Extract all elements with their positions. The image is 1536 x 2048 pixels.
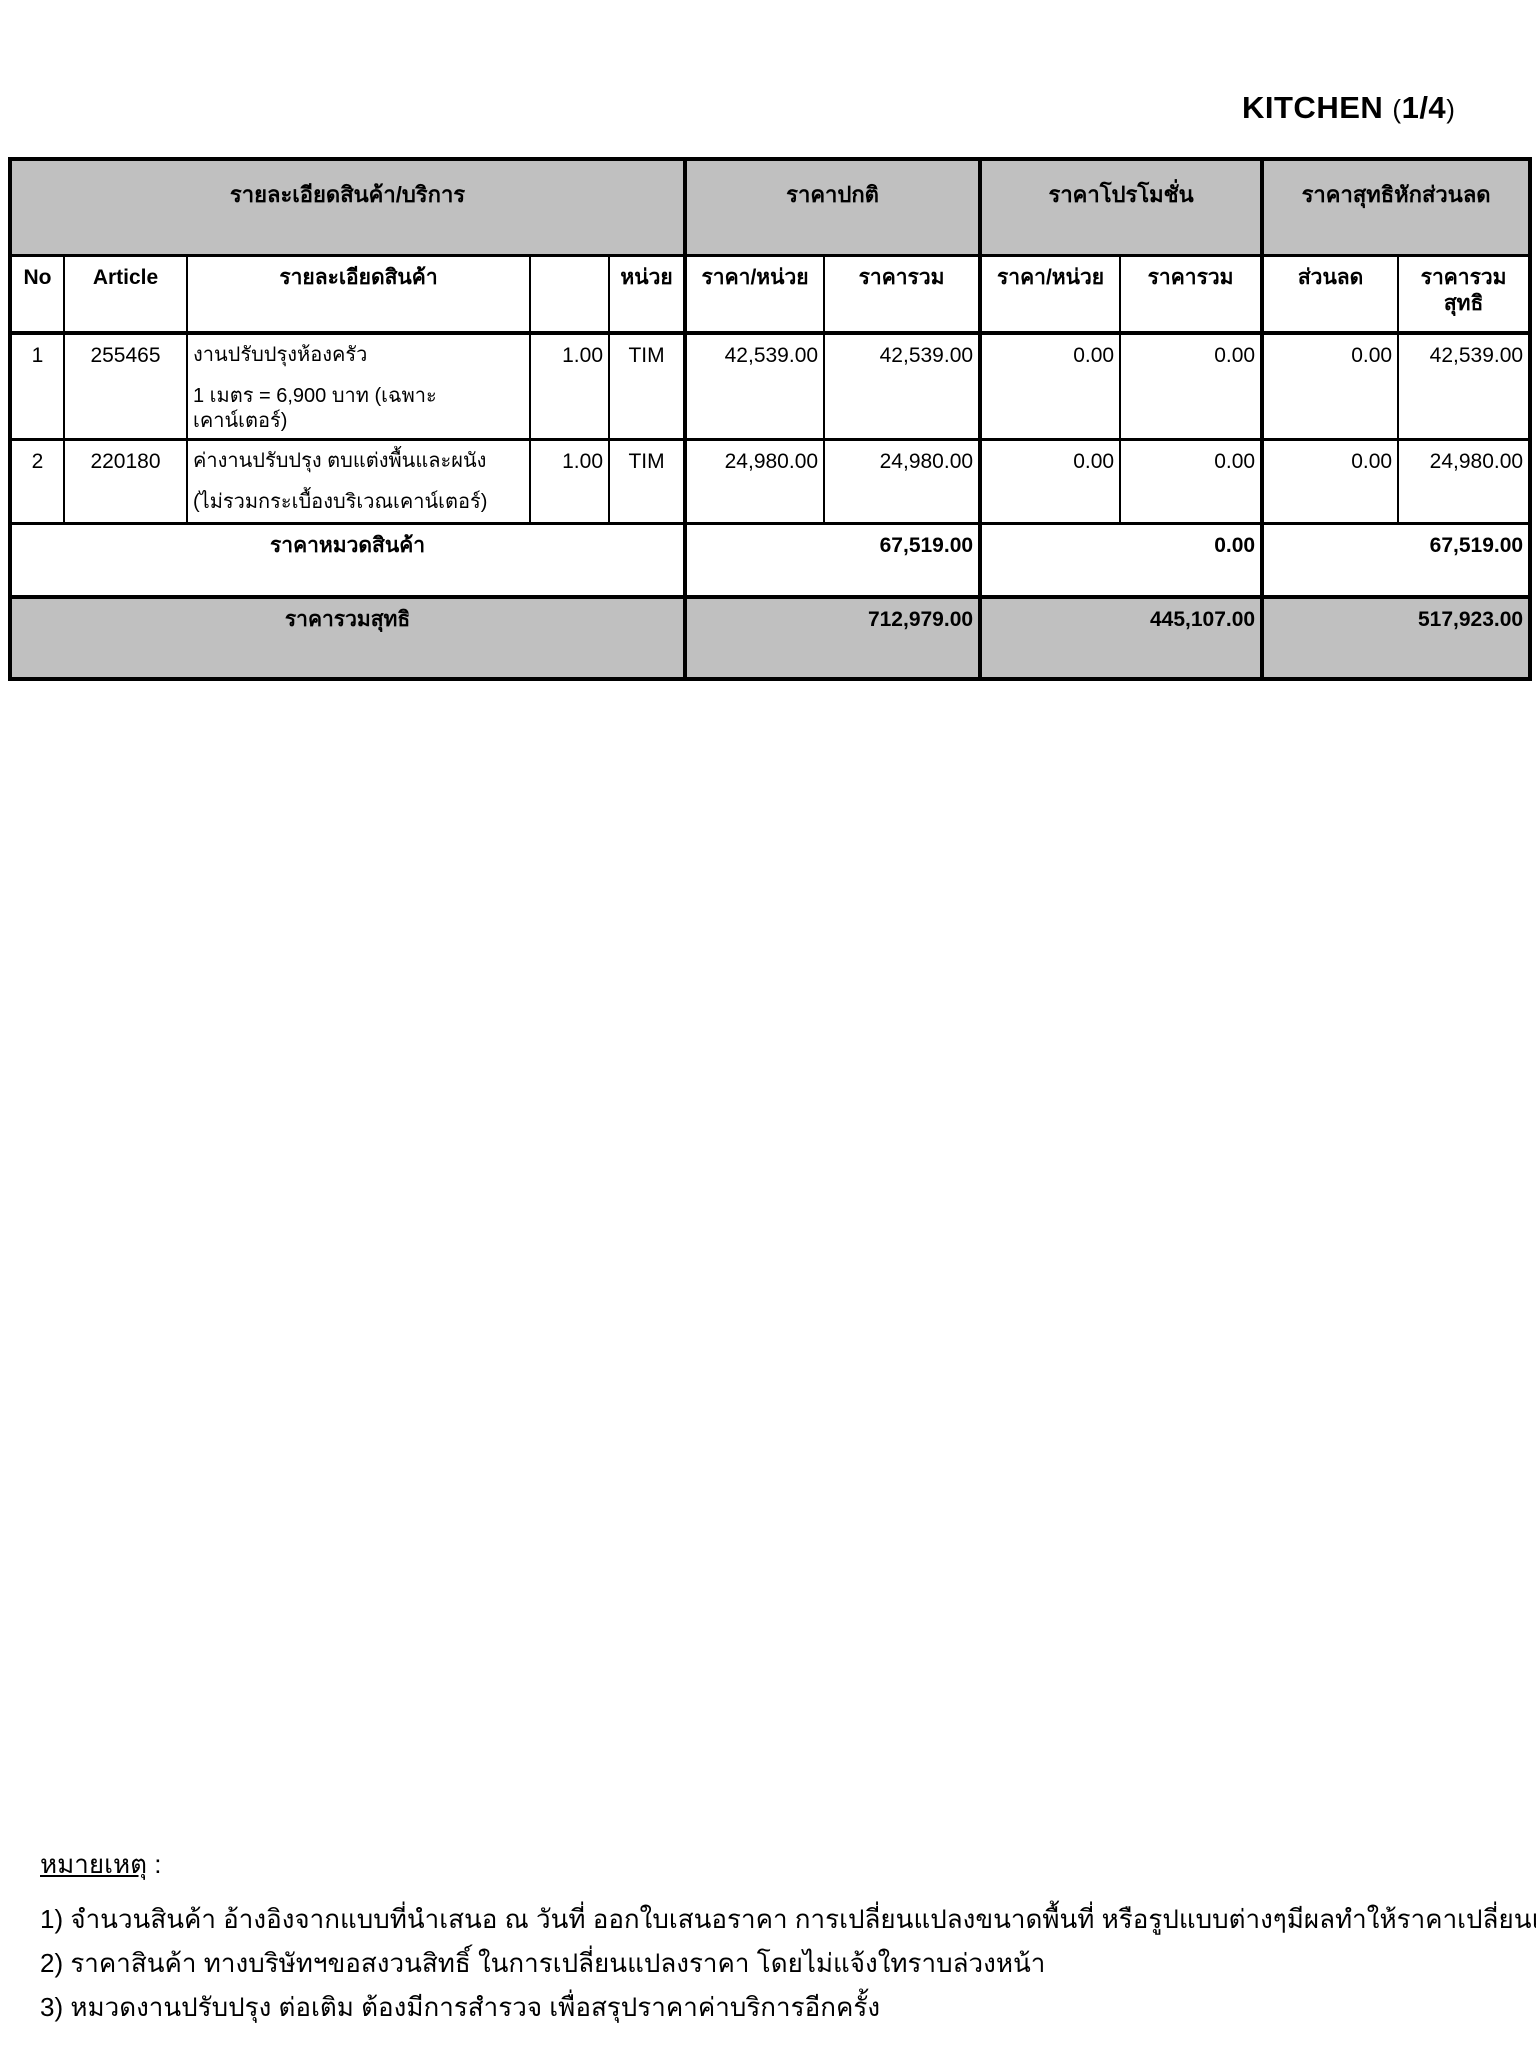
- note-item: 3) หมวดงานปรับปรุง ต่อเติม ต้องมีการสำรว…: [40, 1992, 881, 2022]
- grand-total-promo-total: 445,107.00: [978, 596, 1264, 680]
- cell-normal-total: 24,980.00: [823, 438, 982, 525]
- cell-no: 1: [9, 332, 65, 441]
- subtotal-row: ราคาหมวดสินค้า 67,519.00 0.00 67,519.00: [8, 522, 1532, 599]
- cell-normal-total: 42,539.00: [823, 332, 982, 441]
- subtotal-label: ราคาหมวดสินค้า: [8, 522, 687, 599]
- grand-total-net-total: 517,923.00: [1260, 596, 1532, 680]
- col-header-normal-total: ราคารวม: [823, 254, 982, 335]
- cell-net-total: 42,539.00: [1397, 332, 1532, 441]
- cell-qty: 1.00: [529, 438, 610, 525]
- cell-unit: TIM: [607, 438, 687, 525]
- grand-total-normal-total: 712,979.00: [683, 596, 982, 680]
- col-header-discount: ส่วนลด: [1260, 254, 1400, 335]
- cell-promo-total: 0.00: [1119, 438, 1264, 525]
- cell-discount: 0.00: [1260, 438, 1400, 525]
- notes-heading-colon: :: [147, 1849, 162, 1879]
- group-header-normal-price: ราคาปกติ: [683, 158, 982, 257]
- description-line-1: ค่างานปรับปรุง ตบแต่งพื้นและผนัง: [193, 450, 487, 472]
- cell-promo-total: 0.00: [1119, 332, 1264, 441]
- cell-no: 2: [9, 438, 65, 525]
- subtotal-promo-total: 0.00: [978, 522, 1264, 599]
- col-header-normal-price-per-unit: ราคา/หน่วย: [683, 254, 826, 335]
- col-header-qty: [529, 254, 610, 335]
- description-line-2: 1 เมตร = 6,900 บาท (เฉพาะเคาน์เตอร์): [193, 385, 437, 432]
- note-item: 1) จำนวนสินค้า อ้างอิงจากแบบที่นำเสนอ ณ …: [40, 1904, 1536, 1934]
- grand-total-label: ราคารวมสุทธิ: [8, 596, 687, 680]
- cell-description: ค่างานปรับปรุง ตบแต่งพื้นและผนัง (ไม่รวม…: [186, 438, 531, 525]
- table-group-header-row: รายละเอียดสินค้า/บริการ ราคาปกติ ราคาโปร…: [8, 158, 1532, 257]
- cell-promo-price-per-unit: 0.00: [978, 332, 1122, 441]
- page-number: 1/4: [1401, 90, 1447, 125]
- page-title-label: KITCHEN: [1242, 90, 1384, 125]
- col-header-promo-total: ราคารวม: [1119, 254, 1264, 335]
- col-header-net-total: ราคารวมสุทธิ: [1397, 254, 1532, 335]
- subtotal-net-total: 67,519.00: [1260, 522, 1532, 599]
- col-header-article: Article: [63, 254, 188, 335]
- notes-heading: หมายเหตุ :: [40, 1844, 1500, 1885]
- cell-article: 220180: [63, 438, 188, 525]
- notes-section: หมายเหตุ : 1) จำนวนสินค้า อ้างอิงจากแบบท…: [40, 1844, 1536, 2029]
- cell-net-total: 24,980.00: [1397, 438, 1532, 525]
- description-line-2: (ไม่รวมกระเบื้องบริเวณเคาน์เตอร์): [193, 491, 488, 513]
- col-header-unit: หน่วย: [607, 254, 687, 335]
- cell-normal-price-per-unit: 42,539.00: [683, 332, 826, 441]
- table-column-header-row: No Article รายละเอียดสินค้า หน่วย ราคา/ห…: [9, 254, 1532, 335]
- group-header-promo-price: ราคาโปรโมชั่น: [978, 158, 1264, 257]
- cell-description: งานปรับปรุงห้องครัว 1 เมตร = 6,900 บาท (…: [186, 332, 531, 441]
- table-row: 1 255465 งานปรับปรุงห้องครัว 1 เมตร = 6,…: [9, 332, 1532, 441]
- note-item: 2) ราคาสินค้า ทางบริษัทฯขอสงวนสิทธิ์ ในก…: [40, 1948, 1046, 1978]
- col-header-no: No: [9, 254, 65, 335]
- subtotal-normal-total: 67,519.00: [683, 522, 982, 599]
- group-header-net-price: ราคาสุทธิหักส่วนลด: [1260, 158, 1532, 257]
- grand-total-row: ราคารวมสุทธิ 712,979.00 445,107.00 517,9…: [8, 596, 1532, 680]
- table-row: 2 220180 ค่างานปรับปรุง ตบแต่งพื้นและผนั…: [9, 438, 1532, 525]
- cell-discount: 0.00: [1260, 332, 1400, 441]
- cell-article: 255465: [63, 332, 188, 441]
- cell-promo-price-per-unit: 0.00: [978, 438, 1122, 525]
- description-line-1: งานปรับปรุงห้องครัว: [193, 344, 368, 366]
- cell-normal-price-per-unit: 24,980.00: [683, 438, 826, 525]
- cell-qty: 1.00: [529, 332, 610, 441]
- page-title: KITCHEN (1/4): [1242, 90, 1455, 126]
- page-title-paren-open: (: [1392, 94, 1402, 124]
- col-header-promo-price-per-unit: ราคา/หน่วย: [978, 254, 1122, 335]
- quotation-table: รายละเอียดสินค้า/บริการ ราคาปกติ ราคาโปร…: [8, 157, 1533, 681]
- page-title-paren-close: ): [1446, 94, 1456, 124]
- notes-heading-label: หมายเหตุ: [40, 1849, 148, 1879]
- group-header-details: รายละเอียดสินค้า/บริการ: [8, 158, 687, 257]
- cell-unit: TIM: [607, 332, 687, 441]
- col-header-description: รายละเอียดสินค้า: [186, 254, 531, 335]
